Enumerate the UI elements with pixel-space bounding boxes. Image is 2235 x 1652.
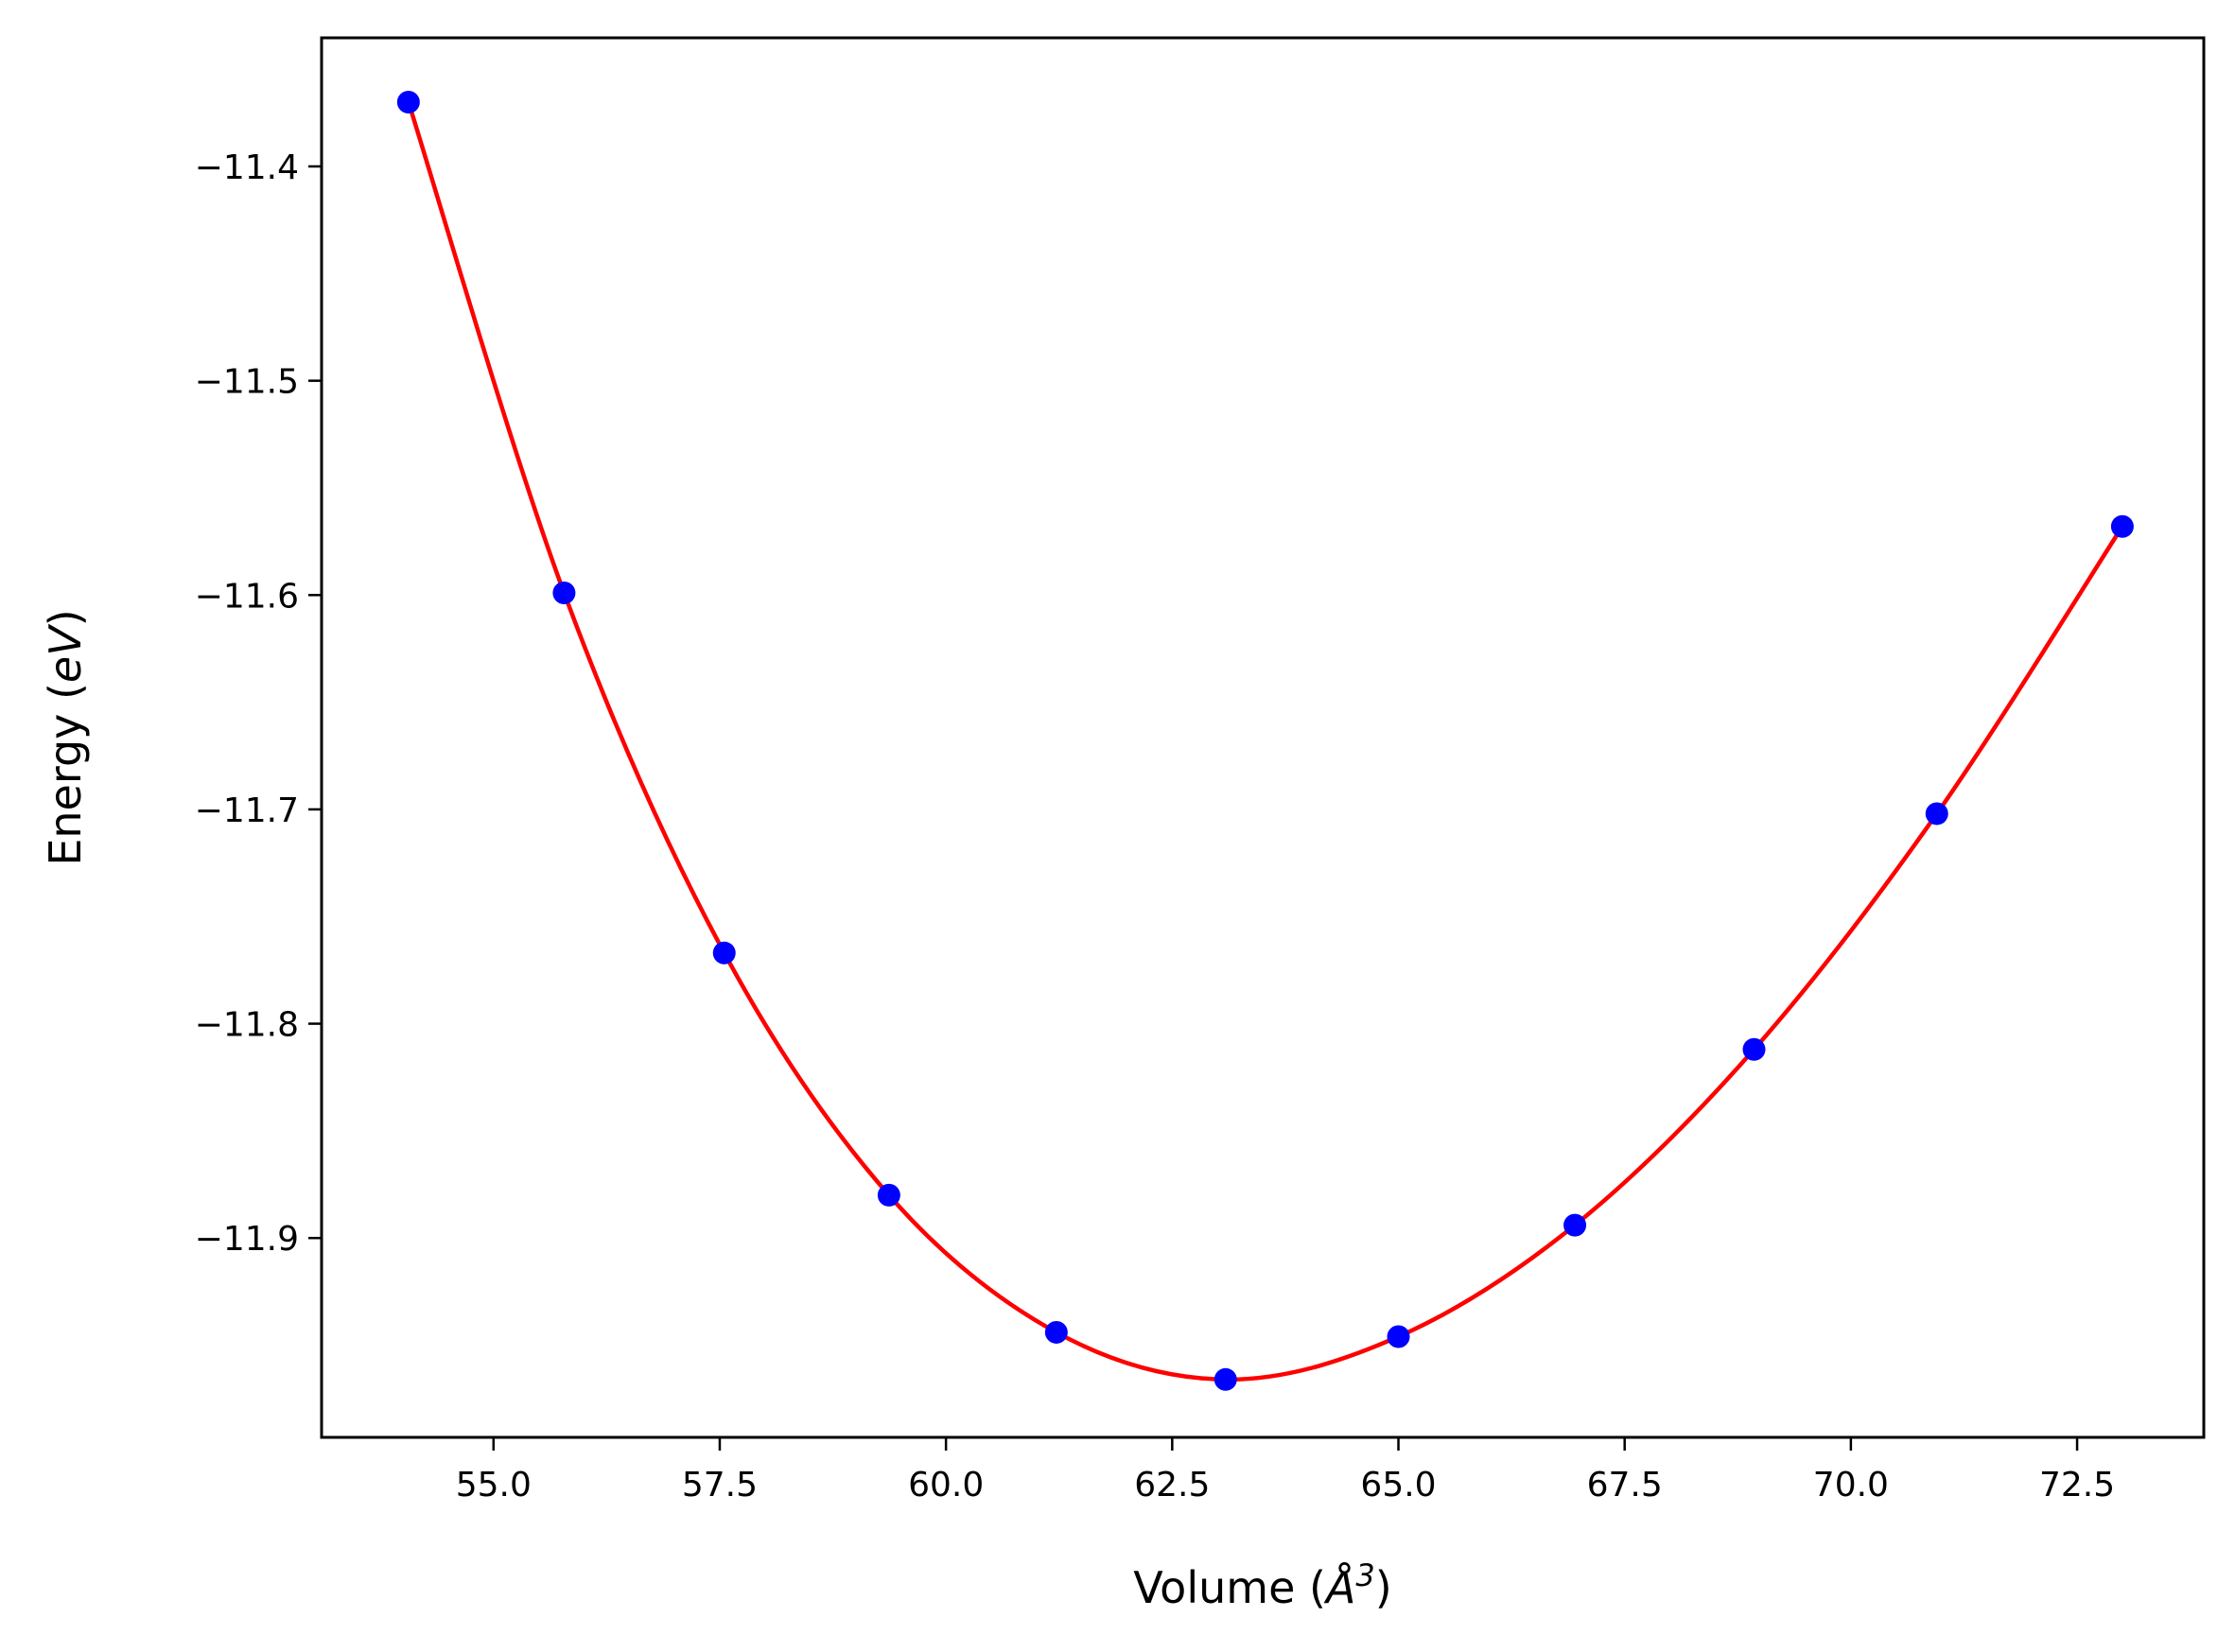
axes-frame [320,36,2206,1439]
x-tick-label: 67.5 [1587,1466,1663,1504]
plot-area [396,90,2134,1391]
x-tick-label: 55.0 [456,1466,532,1504]
x-tick-label: 60.0 [908,1466,984,1504]
data-point [1214,1367,1237,1391]
y-tick-label: −11.8 [195,1006,299,1045]
x-tick-label: 72.5 [2039,1466,2115,1504]
y-tick-label: −11.4 [195,148,299,187]
data-point [712,941,736,965]
y-tick-label: −11.5 [195,363,299,402]
data-point [552,582,576,605]
data-point [396,90,420,113]
data-point [1925,802,1948,826]
data-point [1044,1320,1068,1344]
x-tick-label: 70.0 [1813,1466,1889,1504]
y-axis: −11.4 −11.5 −11.6 −11.7 −11.8 −11.9 [195,148,322,1259]
x-tick-label: 57.5 [682,1466,758,1504]
data-point [2110,514,2134,538]
x-axis-title: Volume (Å3) [1133,1557,1391,1613]
y-tick-label: −11.7 [195,791,299,830]
y-tick-label: −11.9 [195,1220,299,1259]
x-axis: 55.0 57.5 60.0 62.5 65.0 67.5 70.0 72.5 [456,1437,2115,1504]
data-point [1742,1037,1766,1061]
y-tick-label: −11.6 [195,577,299,616]
x-tick-label: 65.0 [1360,1466,1436,1504]
data-point [877,1183,900,1207]
y-axis-title: Energy (eV) [40,609,91,865]
data-point [1563,1213,1587,1237]
fit-curve [406,101,2124,1382]
data-point [1387,1325,1410,1348]
x-tick-label: 62.5 [1134,1466,1210,1504]
